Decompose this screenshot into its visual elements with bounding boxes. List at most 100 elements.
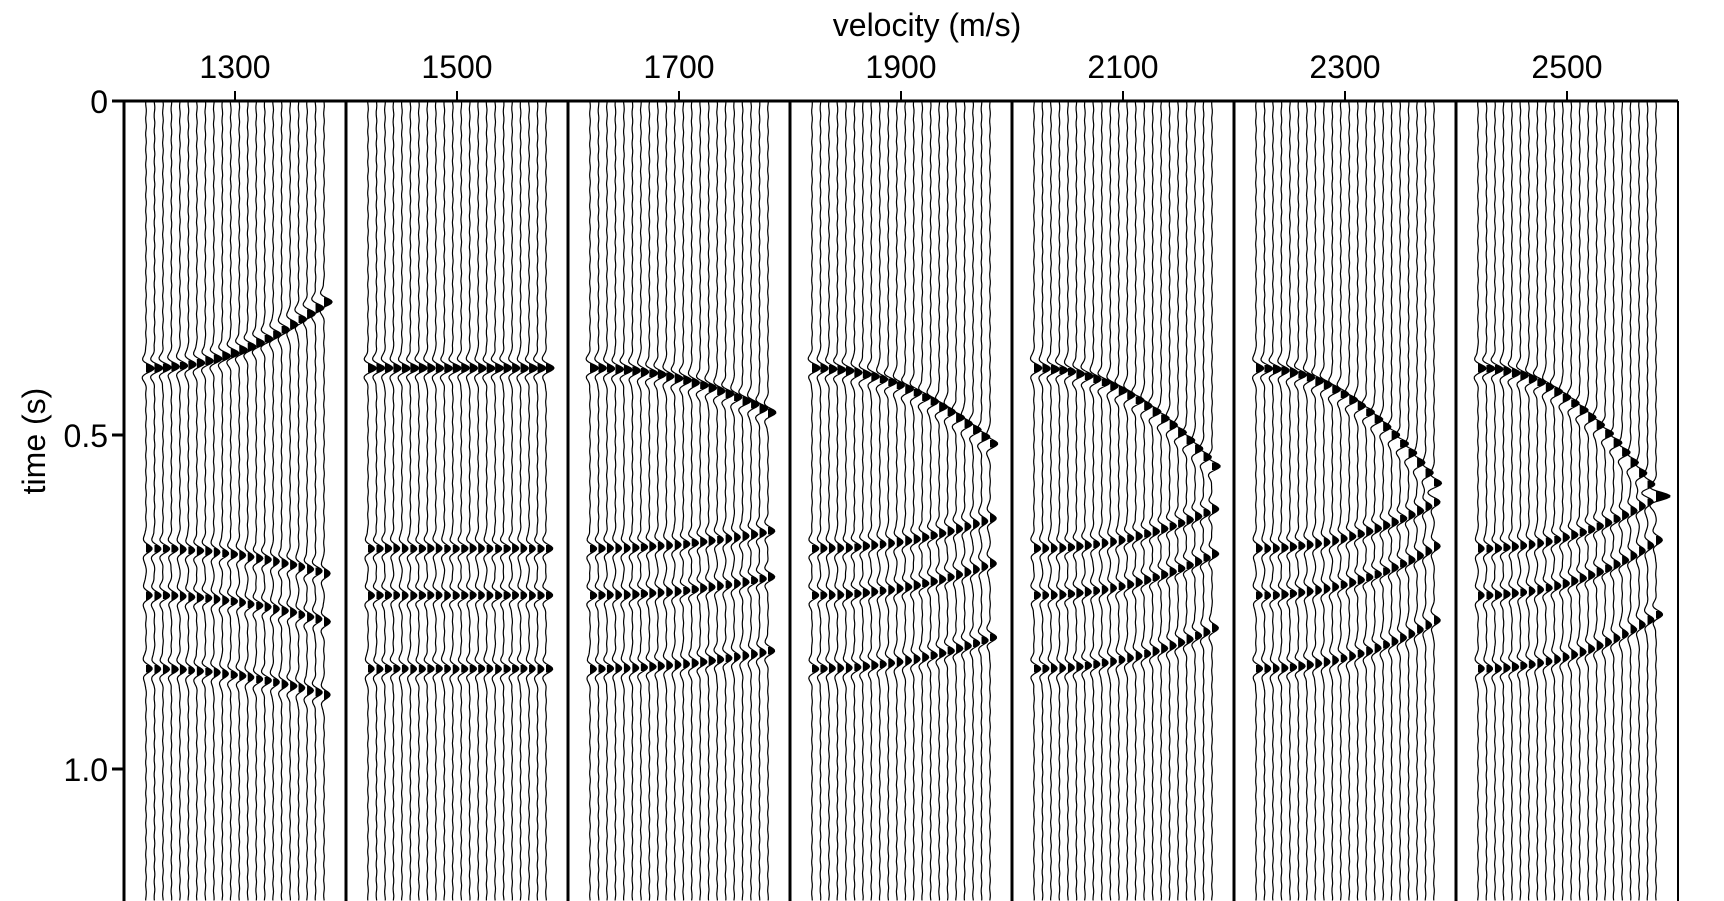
trace bbox=[243, 100, 257, 901]
trace bbox=[209, 101, 223, 901]
trace-fill bbox=[956, 570, 963, 580]
y-tick-labels: 0 0.5 1.0 bbox=[64, 84, 108, 788]
trace-fill bbox=[324, 569, 331, 578]
trace-fill bbox=[393, 543, 400, 553]
trace bbox=[695, 100, 709, 901]
trace bbox=[841, 100, 855, 901]
trace-fill bbox=[590, 545, 597, 553]
trace-fill bbox=[1050, 663, 1058, 673]
trace-fill bbox=[922, 579, 929, 587]
trace-fill bbox=[1596, 420, 1605, 430]
trace bbox=[1575, 100, 1589, 901]
trace-fill bbox=[1571, 399, 1579, 407]
trace-fill bbox=[742, 578, 749, 587]
trace-fill bbox=[930, 651, 938, 659]
trace-fill bbox=[171, 591, 178, 601]
trace-fill bbox=[879, 587, 886, 595]
trace-fill bbox=[1034, 665, 1041, 673]
trace-fill bbox=[708, 383, 717, 392]
trace-fill bbox=[1588, 644, 1595, 653]
trace-fill bbox=[188, 546, 195, 554]
trace bbox=[866, 100, 880, 901]
trace-fill bbox=[469, 363, 478, 373]
trace-fill bbox=[281, 606, 289, 616]
trace bbox=[448, 100, 462, 901]
trace-fill bbox=[1622, 510, 1629, 520]
trace-fill bbox=[393, 363, 402, 373]
trace-fill bbox=[205, 594, 212, 602]
trace-fill bbox=[1588, 525, 1595, 533]
trace-fill bbox=[1374, 644, 1381, 653]
trace-fill bbox=[1340, 654, 1347, 662]
trace-fill bbox=[486, 591, 493, 601]
trace-fill bbox=[768, 408, 776, 418]
trace bbox=[1541, 101, 1555, 901]
trace-fill bbox=[913, 654, 921, 664]
trace-fill bbox=[981, 516, 988, 526]
trace-fill bbox=[435, 591, 442, 599]
trace-fill bbox=[1264, 365, 1273, 373]
trace-fill bbox=[315, 303, 324, 313]
trace-fill bbox=[503, 591, 511, 599]
trace-fill bbox=[368, 665, 374, 673]
trace-fill bbox=[1306, 587, 1314, 596]
trace-fill bbox=[1264, 591, 1271, 599]
trace-fill bbox=[1340, 581, 1348, 589]
trace bbox=[1131, 101, 1145, 901]
trace-fill bbox=[520, 363, 529, 373]
trace-fill bbox=[1340, 390, 1349, 398]
trace-fill bbox=[435, 665, 443, 673]
trace-fill bbox=[1152, 647, 1160, 656]
trace-fill bbox=[640, 663, 648, 671]
trace-fill bbox=[1127, 653, 1134, 662]
trace-fill bbox=[879, 660, 887, 668]
trace-fill bbox=[1349, 531, 1356, 541]
trace-fill bbox=[947, 407, 956, 416]
trace-fill bbox=[871, 540, 878, 550]
x-tick-label: 1700 bbox=[643, 49, 714, 85]
trace bbox=[1140, 100, 1153, 901]
trace-fill bbox=[1528, 540, 1535, 550]
trace-fill bbox=[930, 396, 939, 406]
trace-fill bbox=[1639, 546, 1646, 556]
trace-fill bbox=[683, 587, 690, 595]
trace-fill bbox=[691, 585, 699, 593]
trace-fill bbox=[1605, 638, 1612, 647]
trace-fill bbox=[717, 386, 725, 395]
trace bbox=[1046, 100, 1060, 901]
trace-fill bbox=[1169, 641, 1177, 650]
trace-fill bbox=[734, 653, 741, 662]
trace-fill bbox=[1306, 372, 1315, 382]
trace-fill bbox=[606, 665, 614, 673]
trace-fill bbox=[947, 573, 955, 581]
trace-fill bbox=[1212, 504, 1219, 514]
trace bbox=[653, 100, 667, 901]
trace-fill bbox=[384, 665, 392, 673]
trace-fill bbox=[452, 363, 462, 373]
trace-fill bbox=[1298, 542, 1305, 550]
panel-1500 bbox=[344, 100, 555, 901]
trace-fill bbox=[1503, 543, 1511, 551]
trace-fill bbox=[376, 545, 383, 553]
trace-fill bbox=[222, 596, 229, 605]
trace bbox=[380, 100, 394, 901]
trace bbox=[1029, 101, 1043, 901]
trace-fill bbox=[461, 545, 468, 553]
trace-fill bbox=[657, 588, 664, 598]
trace-fill bbox=[632, 663, 639, 673]
trace bbox=[482, 100, 496, 901]
trace-fill bbox=[1161, 524, 1168, 533]
trace bbox=[1123, 100, 1136, 901]
trace bbox=[1515, 100, 1530, 901]
trace-fill bbox=[154, 665, 161, 674]
trace-fill bbox=[1101, 378, 1110, 386]
trace-fill bbox=[435, 363, 444, 373]
trace bbox=[594, 100, 608, 901]
trace-fill bbox=[529, 545, 536, 553]
panel-2100 bbox=[1010, 100, 1221, 901]
trace-fill bbox=[1203, 627, 1210, 637]
trace-fill bbox=[1059, 366, 1068, 374]
trace-fill bbox=[725, 654, 732, 662]
trace bbox=[763, 101, 777, 901]
trace-fill bbox=[1622, 629, 1629, 638]
